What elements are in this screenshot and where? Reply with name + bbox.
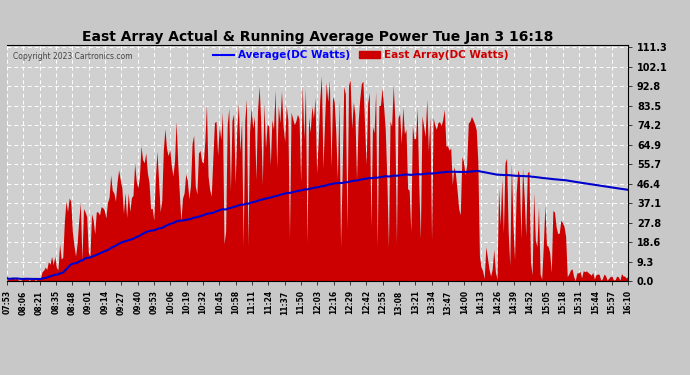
Text: Copyright 2023 Cartronics.com: Copyright 2023 Cartronics.com [13, 52, 132, 61]
Title: East Array Actual & Running Average Power Tue Jan 3 16:18: East Array Actual & Running Average Powe… [81, 30, 553, 44]
Legend: Average(DC Watts), East Array(DC Watts): Average(DC Watts), East Array(DC Watts) [213, 50, 509, 60]
